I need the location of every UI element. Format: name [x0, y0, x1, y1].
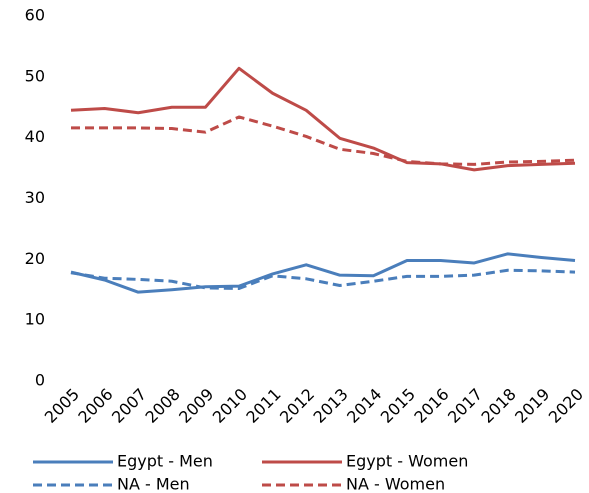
x-tick-label: 2011: [242, 385, 284, 427]
x-tick-label: 2006: [74, 385, 116, 427]
x-tick-label: 2018: [478, 385, 520, 427]
x-tick-label: 2008: [142, 385, 184, 427]
x-tick-label: 2009: [175, 385, 217, 427]
y-tick-label: 60: [25, 6, 45, 25]
series-line: [70, 252, 576, 294]
series-line: [70, 66, 576, 172]
x-tick-label: 2017: [444, 385, 486, 427]
legend-label: Egypt - Men: [117, 452, 213, 471]
x-tick-label: 2010: [209, 385, 251, 427]
x-tick-label: 2019: [511, 385, 553, 427]
y-tick-label: 20: [25, 249, 45, 268]
series-line: [70, 268, 576, 291]
series-line: [71, 115, 576, 166]
y-tick-label: 50: [25, 66, 45, 85]
y-tick-label: 40: [25, 127, 45, 146]
x-tick-label: 2012: [276, 385, 318, 427]
legend-label: NA - Men: [117, 475, 190, 493]
y-tick-label: 10: [25, 310, 45, 329]
y-tick-label: 30: [25, 188, 45, 207]
x-tick-label: 2016: [410, 385, 452, 427]
legend-label: Egypt - Women: [346, 452, 468, 471]
x-tick-label: 2007: [108, 385, 150, 427]
x-tick-label: 2020: [545, 385, 587, 427]
x-tick-label: 2005: [41, 385, 83, 427]
x-tick-label: 2013: [310, 385, 352, 427]
x-tick-label: 2014: [343, 385, 385, 427]
x-tick-label: 2015: [377, 385, 419, 427]
y-tick-label: 0: [35, 371, 45, 390]
legend-label: NA - Women: [346, 475, 445, 493]
